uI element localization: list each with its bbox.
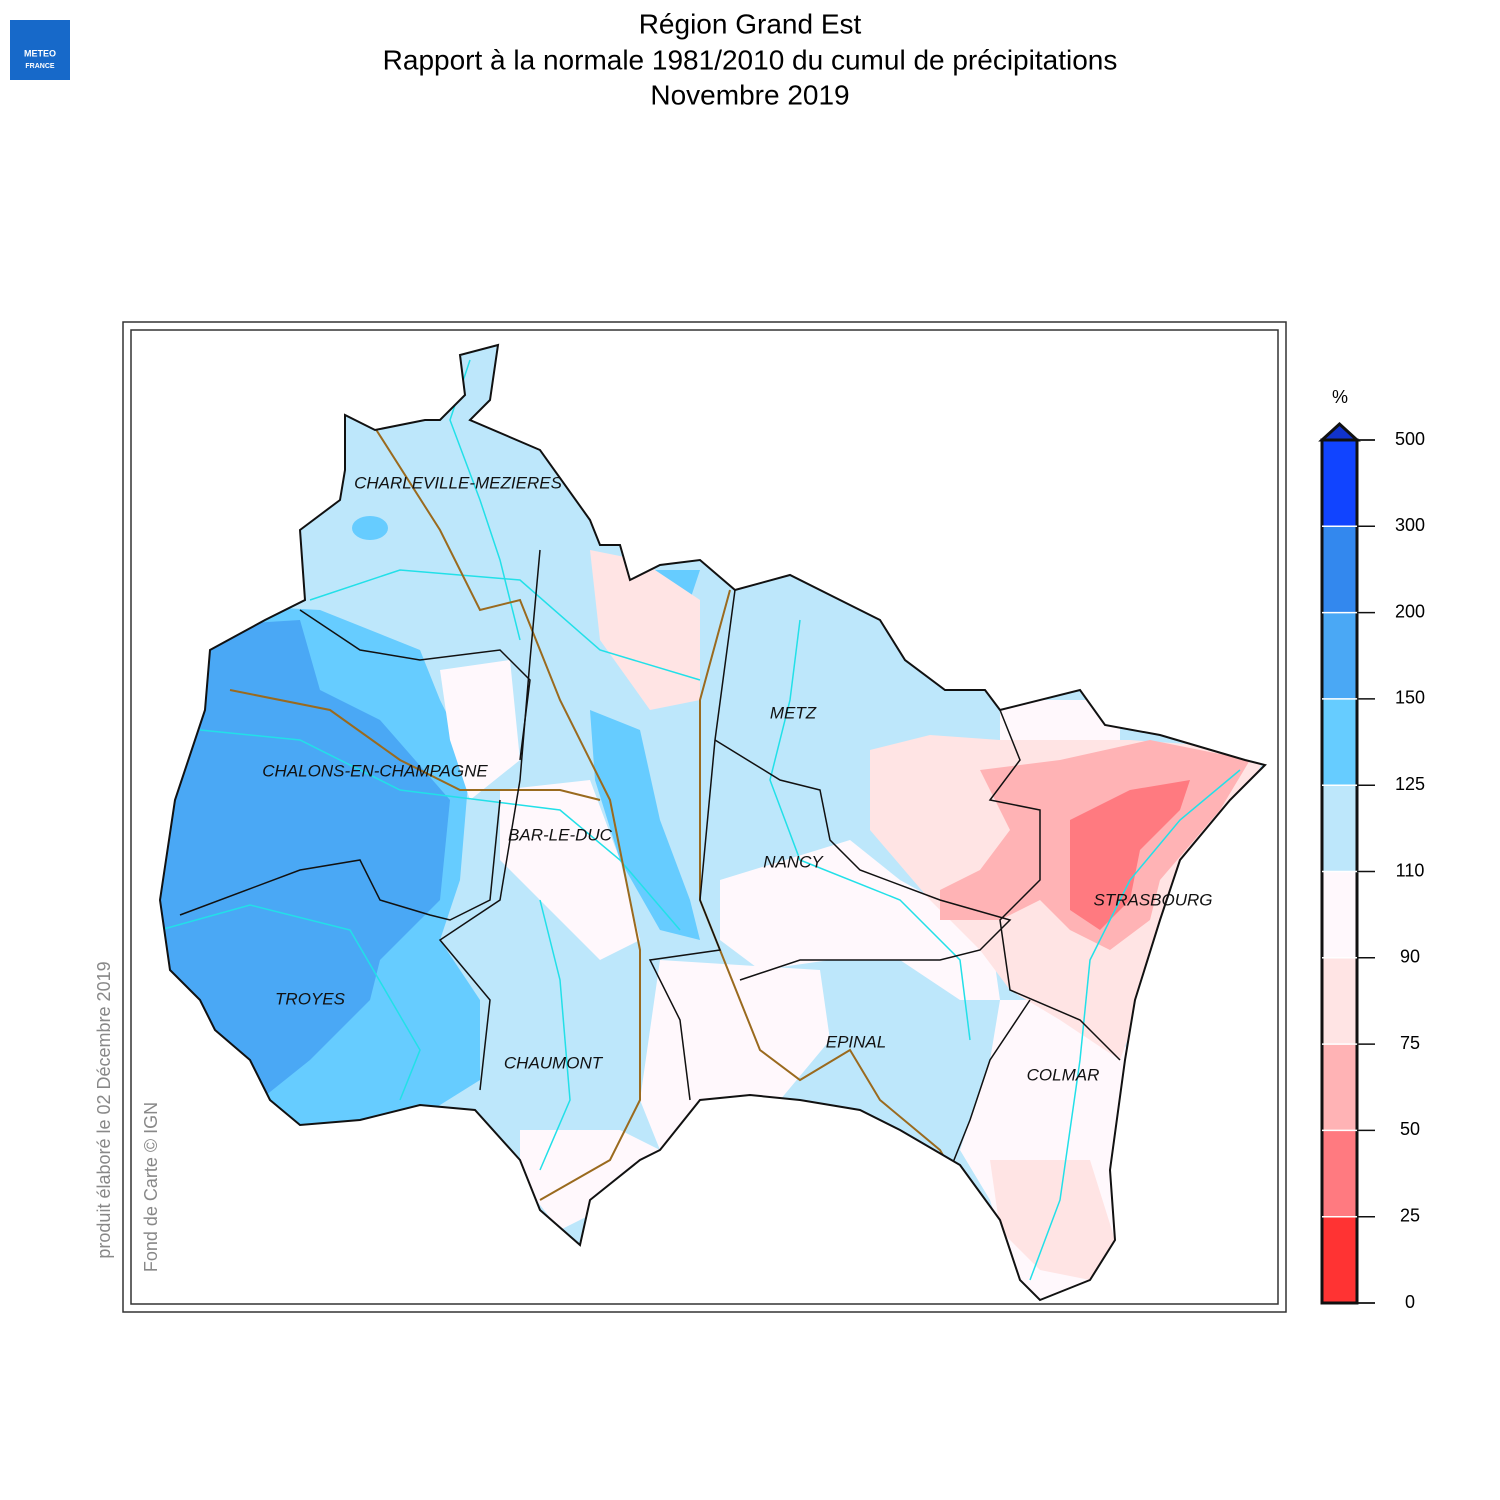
zone [440,660,520,800]
department-border [988,709,1121,1061]
zone [500,780,640,960]
city-label: CHALONS-EN-CHAMPAGNE [262,761,488,780]
legend-tick-label: 75 [1400,1033,1420,1053]
city-labels: CHARLEVILLE-MEZIERES CHALONS-EN-CHAMPAGNE… [262,473,1212,1084]
side-note: produit élaboré le 02 Décembre 2019 [94,961,114,1258]
logo [10,20,70,80]
legend-overflow [1318,421,1361,442]
department-border [949,999,1031,1171]
river [769,619,971,1041]
legend-tick-label: 90 [1400,947,1420,967]
legend-tick-label: 0 [1405,1292,1415,1312]
title: Novembre 2019 [650,79,849,110]
title: Région Grand Est [639,8,862,39]
legend-swatch [1322,871,1357,958]
legend-swatch [1322,698,1357,786]
legend-tick-label: 25 [1400,1205,1420,1225]
legend-swatch [1322,1216,1357,1303]
zone [1070,780,1190,930]
city-label: CHARLEVILLE-MEZIERES [354,473,562,492]
map-frame [122,321,1287,1313]
region-outline [158,343,1267,1302]
map [160,345,1265,1300]
department-border [714,739,1012,981]
legend-tick-label: 150 [1395,688,1425,708]
title: Rapport à la normale 1981/2010 du cumul … [383,44,1118,75]
river [160,904,421,1101]
side-note: Fond de Carte © IGN [141,1102,161,1272]
watershed-line [699,589,1011,1271]
legend-swatch [1322,440,1357,527]
river [1029,769,1241,1281]
department-border [438,549,541,1091]
legend-unit: % [1332,387,1348,407]
city-label: NANCY [763,852,824,871]
river [539,899,571,1171]
watershed-line [229,689,601,801]
city-label: BAR-LE-DUC [508,825,613,844]
river [309,569,701,681]
legend-tick-label: 500 [1395,429,1425,449]
legend-swatch [1322,612,1357,699]
legend-swatch [1322,1044,1357,1131]
zone [352,516,388,540]
department-border [179,799,501,921]
legend-swatch [1322,957,1357,1045]
watershed-line [369,419,641,1201]
zone [520,1130,660,1230]
legend-swatch [1322,526,1357,613]
legend-tick-label: 125 [1395,774,1425,794]
city-label: TROYES [275,989,346,1008]
city-label: EPINAL [826,1032,886,1051]
city-label: CHAUMONT [504,1053,604,1072]
zone [590,710,700,940]
legend: % 0 25 50 75 90 110 125 150 200 300 500 [1318,387,1425,1312]
river [199,729,681,931]
legend-swatch [1322,1130,1357,1217]
zone [590,550,700,710]
legend-tick-label: 300 [1395,515,1425,535]
city-label: COLMAR [1027,1065,1100,1084]
city-label: STRASBOURG [1093,890,1212,909]
legend-tick-label: 50 [1400,1119,1420,1139]
city-label: METZ [770,703,817,722]
legend-tick-label: 200 [1395,601,1425,621]
map-frame [130,329,1279,1305]
logo-text: FRANCE [25,63,54,70]
legend-tick-label: 110 [1396,860,1425,880]
logo-text: METEO [24,48,56,58]
legend-swatch [1322,785,1357,872]
department-border [299,609,531,761]
zone [640,960,830,1150]
